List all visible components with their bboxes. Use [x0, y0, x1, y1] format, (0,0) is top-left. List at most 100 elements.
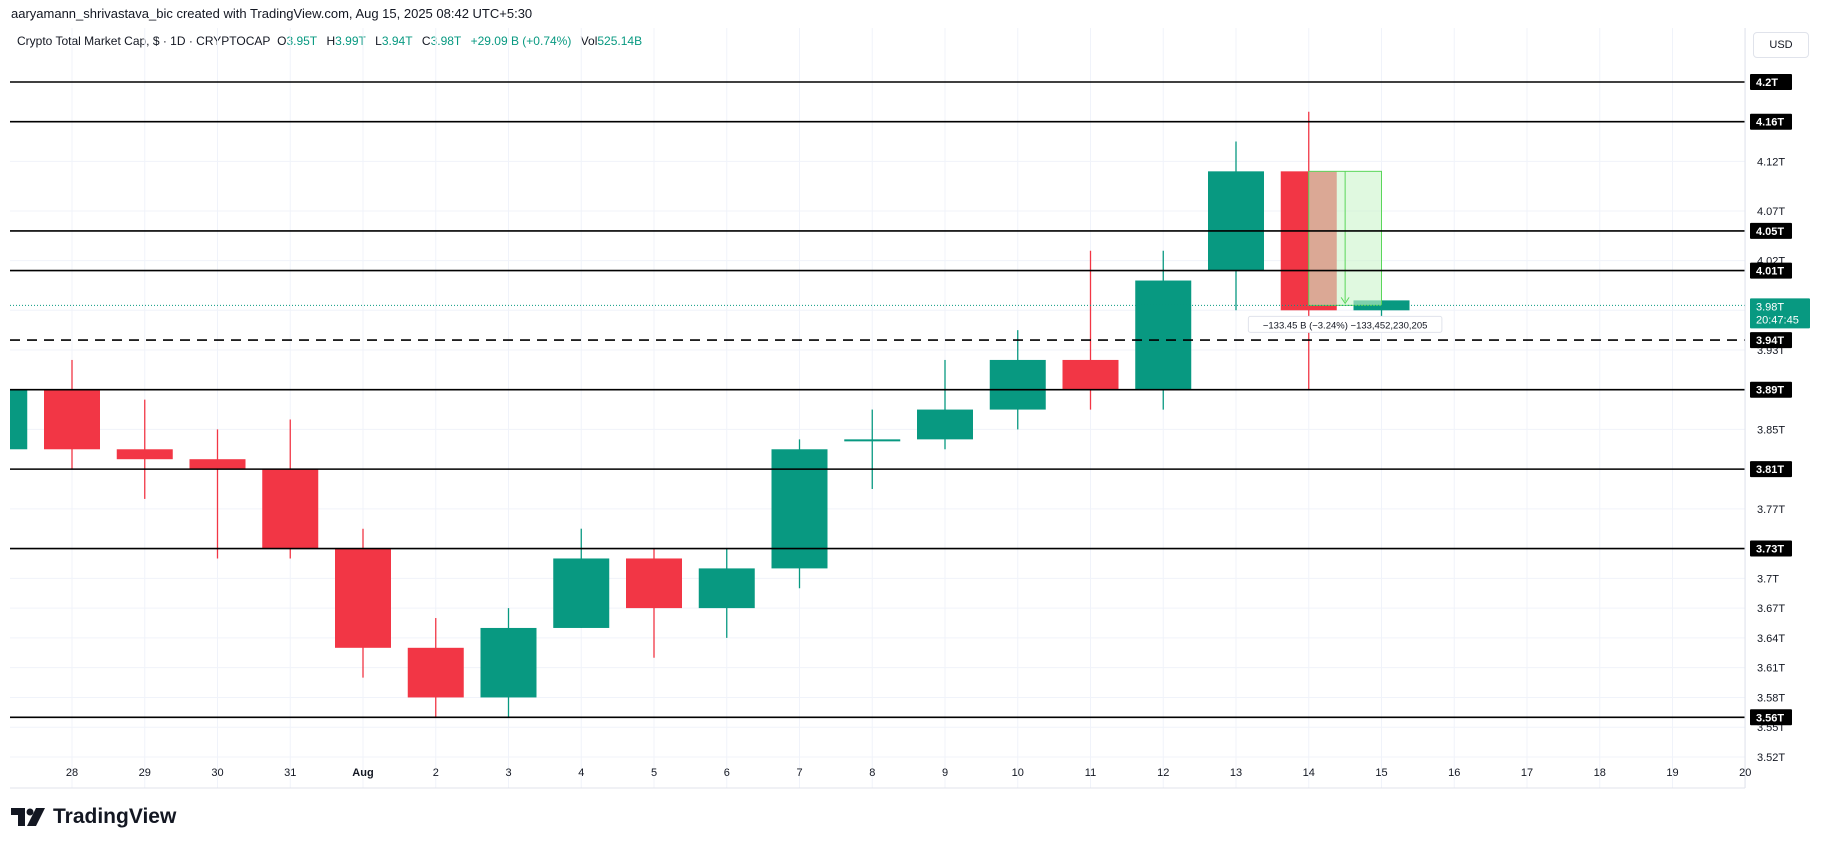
close-label: C [421, 34, 431, 48]
candle-body [10, 389, 28, 450]
high-value: 3.99T [335, 34, 366, 48]
x-tick-label: 13 [1230, 767, 1242, 779]
level-price-label: 3.89T [1756, 385, 1784, 397]
x-tick-label: 7 [796, 767, 802, 779]
level-price-badge [1750, 461, 1792, 478]
last-price-label: 3.98T [1756, 301, 1784, 313]
measure-label-bg [1247, 315, 1443, 333]
candle-body [480, 627, 537, 698]
y-tick-label: 3.85T [1757, 424, 1785, 436]
level-price-badge [1750, 262, 1792, 279]
x-tick-label: 18 [1594, 767, 1606, 779]
x-tick-label: 14 [1303, 767, 1315, 779]
level-price-label: 3.56T [1756, 712, 1784, 724]
y-tick-label: 3.58T [1757, 692, 1785, 704]
x-tick-label: 11 [1085, 767, 1096, 779]
candle-body [626, 558, 682, 609]
x-tick-label: 5 [651, 767, 657, 779]
low-value: 3.94T [381, 34, 413, 48]
level-price-badge [1750, 381, 1792, 398]
horizontal-levels[interactable] [10, 81, 1745, 719]
level-price-badge [1750, 74, 1792, 90]
level-price-label: 3.94T [1756, 335, 1784, 347]
brand-name: TradingView [53, 805, 177, 828]
level-price-badge [1750, 332, 1792, 349]
high-label: H [326, 34, 336, 48]
x-tick-label: 16 [1448, 767, 1460, 779]
low-label: L [375, 34, 382, 48]
candle-body [335, 548, 391, 648]
level-price-badge [1750, 113, 1792, 130]
y-tick-label: 3.52T [1757, 752, 1785, 764]
measure-tool[interactable]: −133.45 B (−3.24%) −133,452,230,205 [1247, 170, 1443, 333]
chart-caption: aaryamann_shrivastava_bic created with T… [11, 6, 533, 21]
level-price-badge [1750, 709, 1792, 726]
x-tick-label: 6 [724, 767, 730, 779]
level-price-label: 3.73T [1756, 544, 1784, 556]
candle-body [698, 568, 755, 609]
tradingview-logo: TradingView [11, 805, 176, 829]
x-tick-label: 20 [1739, 767, 1751, 779]
level-price-label: 4.16T [1756, 117, 1784, 129]
last-price-badge [1750, 298, 1810, 329]
candle-body [1135, 280, 1192, 390]
x-tick-label: Aug [352, 767, 373, 779]
candle-body [189, 459, 246, 470]
change-value: +29.09 B (+0.74%) [470, 34, 572, 48]
level-price-badge [1750, 222, 1792, 239]
close-value: 3.98T [430, 34, 462, 48]
symbol-name: Crypto Total Market Cap, $ · 1D · CRYPTO… [17, 34, 271, 48]
y-tick-label: 3.64T [1757, 633, 1785, 645]
x-tick-label: 4 [578, 767, 584, 779]
measure-label: −133.45 B (−3.24%) −133,452,230,205 [1263, 320, 1428, 331]
grid [10, 28, 1746, 788]
measure-arrowhead [1340, 297, 1350, 305]
volume-value: 525.14B [597, 34, 643, 48]
open-value: 3.95T [286, 34, 318, 48]
candle-body [116, 449, 173, 460]
candle-body [771, 449, 828, 569]
x-tick-label: 8 [869, 767, 875, 779]
candle-body [1208, 171, 1264, 271]
axes: 4.12T4.07T4.02T3.97T3.93T3.85T3.77T3.7T3… [10, 28, 1810, 789]
x-tick-label: 12 [1157, 767, 1169, 779]
x-tick-label: 30 [211, 767, 223, 779]
x-tick-label: 10 [1012, 767, 1024, 779]
x-tick-label: 19 [1666, 767, 1678, 779]
level-price-label: 3.81T [1756, 464, 1784, 476]
x-tick-label: 28 [66, 767, 78, 779]
y-tick-label: 4.07T [1757, 206, 1785, 218]
candle-body [917, 409, 973, 440]
candle-body [407, 647, 464, 698]
level-price-label: 4.05T [1756, 226, 1784, 238]
candle-body [553, 558, 610, 628]
candle-body [262, 469, 319, 549]
currency-button[interactable]: USD [1753, 32, 1809, 58]
level-price-label: 4.2T [1756, 77, 1778, 89]
y-tick-label: 3.7T [1757, 573, 1779, 585]
x-tick-label: 17 [1521, 767, 1533, 779]
volume-label: Vol [580, 34, 598, 48]
tradingview-logo-icon [11, 808, 45, 826]
level-price-label: 4.01T [1756, 266, 1784, 278]
y-tick-label: 3.67T [1757, 603, 1785, 615]
level-price-badge [1750, 540, 1792, 557]
candle-body [844, 439, 901, 442]
candle-body [44, 389, 100, 450]
x-tick-label: 2 [433, 767, 439, 779]
x-tick-label: 15 [1375, 767, 1387, 779]
x-tick-label: 3 [505, 767, 511, 779]
candles [10, 111, 1410, 718]
symbol-legend: Crypto Total Market Cap, $ · 1D · CRYPTO… [17, 34, 648, 48]
candle-body [1062, 359, 1119, 390]
y-tick-label: 3.77T [1757, 504, 1785, 516]
y-tick-label: 4.12T [1757, 156, 1785, 168]
open-label: O [277, 34, 287, 48]
x-tick-label: 9 [942, 767, 948, 779]
candle-body [989, 359, 1046, 410]
countdown-label: 20:47:45 [1756, 314, 1799, 326]
x-tick-label: 31 [284, 767, 296, 779]
y-tick-label: 3.61T [1757, 663, 1785, 675]
x-tick-label: 29 [139, 767, 151, 779]
